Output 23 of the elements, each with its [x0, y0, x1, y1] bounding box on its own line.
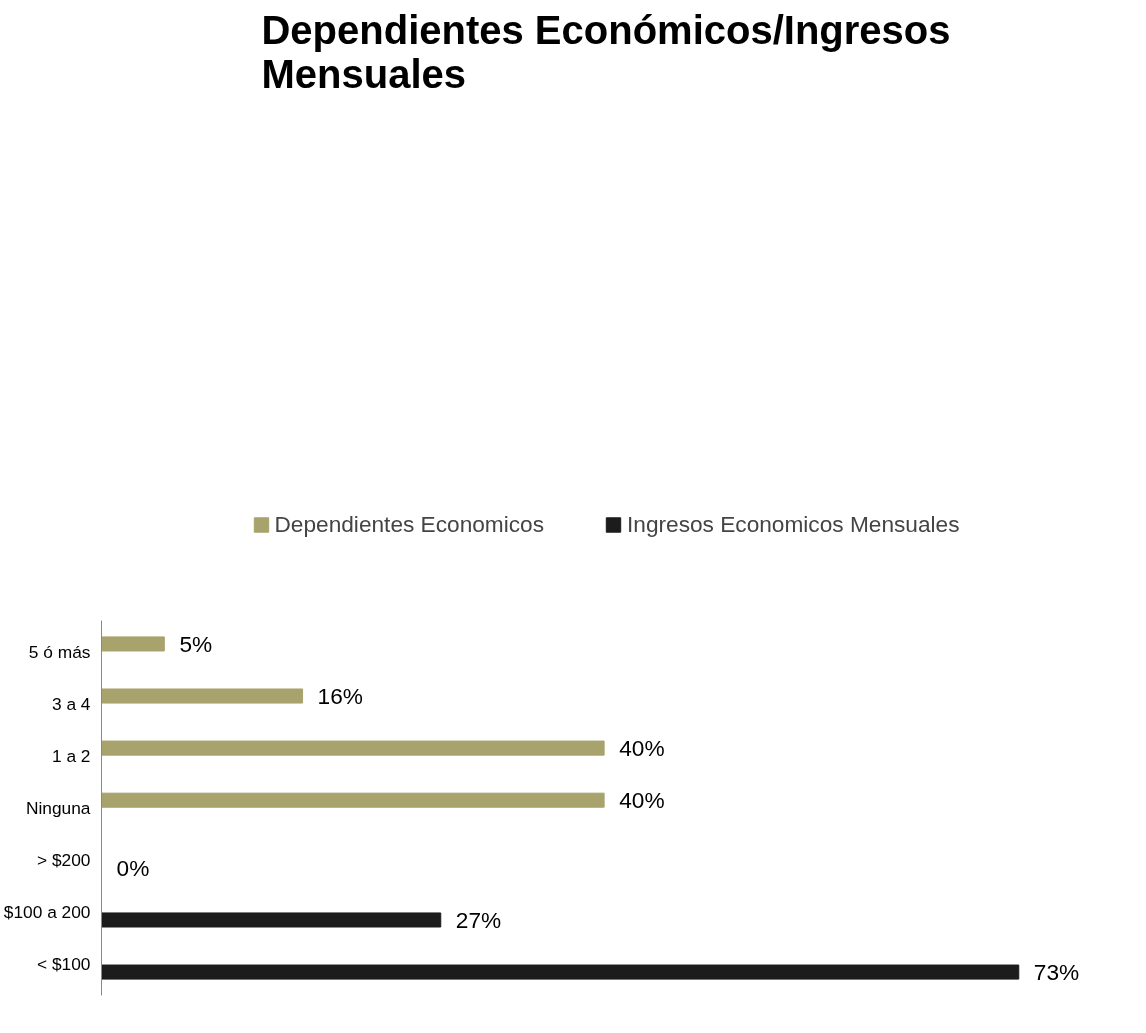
legend-label: Dependientes Economicos — [274, 510, 545, 538]
data-label: 5% — [179, 630, 213, 657]
data-label: 0% — [116, 854, 150, 881]
y-tick-label: Ninguna — [25, 798, 91, 818]
y-tick-label: 3 a 4 — [51, 693, 91, 714]
data-label: 40% — [619, 787, 665, 814]
data-label: 40% — [619, 735, 665, 762]
bar — [101, 688, 304, 704]
y-tick-label: $100 a 200 — [3, 902, 91, 923]
bar — [101, 740, 605, 756]
bar — [101, 636, 165, 652]
legend-label: Ingresos Economicos Mensuales — [627, 510, 960, 538]
y-tick-label: 1 a 2 — [51, 745, 91, 766]
y-tick-label: > $200 — [37, 850, 91, 871]
data-label: 73% — [1033, 959, 1080, 986]
data-label: 27% — [455, 906, 502, 933]
bar — [101, 964, 1020, 980]
y-tick-label: < $100 — [37, 954, 91, 975]
bar — [101, 912, 442, 928]
chart-title: Dependientes Económicos/Ingresos Mensuales — [261, 7, 951, 96]
data-label: 16% — [317, 683, 363, 710]
bar — [101, 792, 605, 808]
y-tick-label: 5 ó más — [28, 641, 91, 662]
